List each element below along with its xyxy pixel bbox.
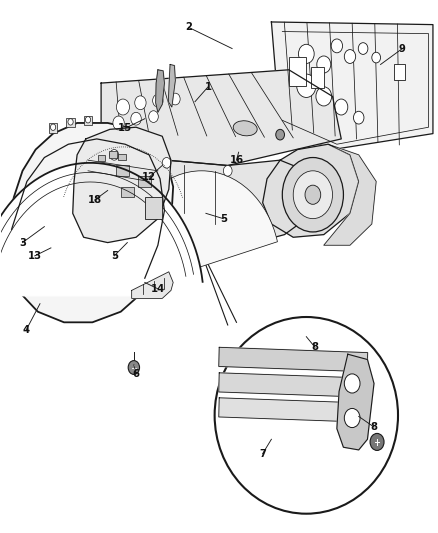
Bar: [145, 197, 162, 219]
Circle shape: [335, 99, 348, 115]
Circle shape: [131, 112, 141, 125]
Bar: [118, 154, 126, 160]
Bar: [121, 187, 134, 197]
Ellipse shape: [215, 317, 398, 514]
Polygon shape: [155, 70, 164, 112]
Polygon shape: [132, 272, 173, 298]
Text: 3: 3: [19, 238, 26, 247]
Bar: [49, 123, 57, 133]
Bar: [289, 56, 306, 86]
Circle shape: [372, 52, 381, 63]
Text: 5: 5: [111, 251, 118, 261]
Bar: [138, 176, 151, 187]
Text: 2: 2: [185, 22, 192, 33]
Circle shape: [370, 433, 384, 450]
Polygon shape: [272, 22, 433, 150]
Bar: [98, 155, 106, 161]
Polygon shape: [0, 163, 203, 296]
Bar: [84, 116, 92, 125]
Polygon shape: [88, 134, 315, 245]
Circle shape: [353, 111, 364, 124]
Circle shape: [358, 43, 368, 54]
Circle shape: [149, 111, 158, 123]
Circle shape: [170, 93, 180, 105]
Circle shape: [344, 50, 356, 63]
Bar: [311, 67, 324, 88]
Text: 18: 18: [88, 195, 102, 205]
Text: 9: 9: [399, 44, 406, 53]
Text: 4: 4: [22, 325, 30, 335]
Polygon shape: [219, 373, 367, 397]
Circle shape: [331, 39, 343, 53]
Circle shape: [110, 150, 119, 160]
Bar: [66, 118, 75, 127]
Wedge shape: [126, 171, 277, 266]
Circle shape: [297, 74, 316, 98]
Polygon shape: [10, 123, 173, 322]
Text: 1: 1: [205, 82, 212, 92]
Circle shape: [113, 116, 124, 130]
Circle shape: [128, 361, 140, 374]
Circle shape: [152, 94, 163, 107]
Polygon shape: [101, 70, 341, 165]
Bar: [117, 165, 130, 176]
Circle shape: [50, 124, 56, 131]
Circle shape: [162, 158, 171, 168]
Text: 8: 8: [371, 422, 378, 432]
Text: 12: 12: [142, 172, 156, 182]
Polygon shape: [219, 398, 367, 422]
Text: 6: 6: [133, 369, 140, 379]
Circle shape: [68, 119, 73, 125]
Text: 7: 7: [259, 449, 266, 458]
Circle shape: [317, 56, 331, 73]
Text: 5: 5: [220, 214, 227, 224]
Text: 15: 15: [118, 123, 132, 133]
Polygon shape: [168, 64, 175, 107]
Circle shape: [85, 117, 91, 123]
Polygon shape: [263, 144, 359, 237]
Circle shape: [293, 171, 332, 219]
Polygon shape: [324, 144, 376, 245]
Circle shape: [344, 408, 360, 427]
Text: 16: 16: [230, 155, 244, 165]
Text: 14: 14: [151, 284, 165, 294]
Circle shape: [117, 99, 130, 115]
Circle shape: [298, 44, 314, 63]
Polygon shape: [219, 348, 367, 372]
Bar: [394, 64, 405, 80]
Text: 13: 13: [28, 251, 42, 261]
Circle shape: [283, 158, 343, 232]
Text: 8: 8: [311, 342, 318, 352]
Circle shape: [305, 185, 321, 204]
Circle shape: [135, 96, 146, 110]
Bar: [109, 151, 117, 158]
Polygon shape: [337, 354, 374, 450]
Circle shape: [276, 130, 285, 140]
Circle shape: [344, 374, 360, 393]
Polygon shape: [73, 127, 171, 243]
Circle shape: [316, 87, 332, 106]
Circle shape: [223, 165, 232, 176]
Ellipse shape: [233, 121, 257, 136]
